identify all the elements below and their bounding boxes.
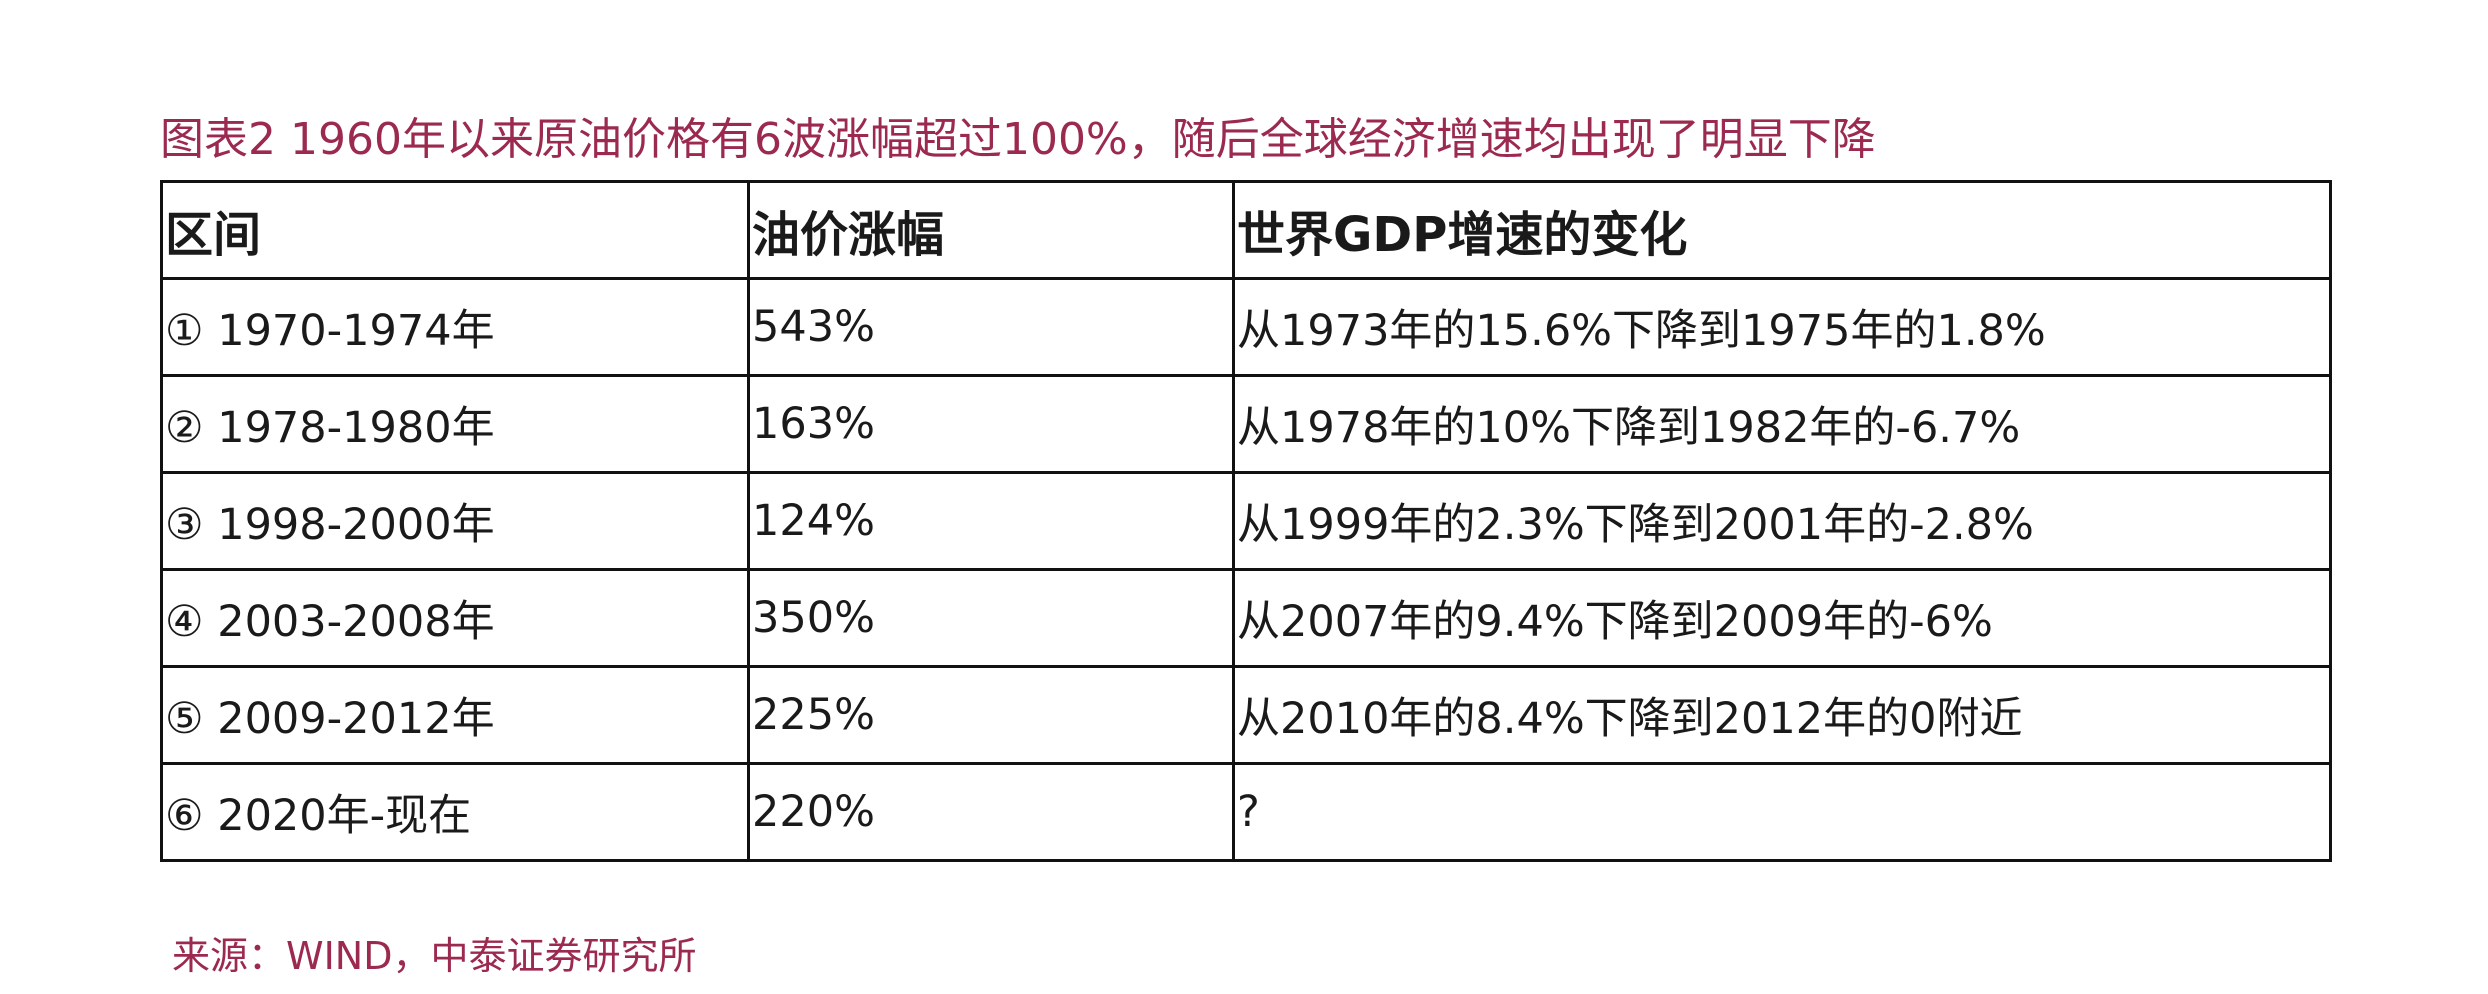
oil-price-gdp-table: 区间 油价涨幅 世界GDP增速的变化 ① 1970-1974年 543% 从19… xyxy=(160,180,2332,862)
cell-gdp-change: 从2010年的8.4%下降到2012年的0附近 xyxy=(1232,665,2332,765)
header-period: 区间 xyxy=(160,180,750,280)
table-row: ② 1978-1980年 163% 从1978年的10%下降到1982年的-6.… xyxy=(160,374,2332,474)
cell-period: ⑤ 2009-2012年 xyxy=(160,665,750,765)
cell-oil-price-increase: 220% xyxy=(747,762,1235,862)
cell-oil-price-increase: 163% xyxy=(747,374,1235,474)
cell-gdp-change: 从1973年的15.6%下降到1975年的1.8% xyxy=(1232,277,2332,377)
cell-gdp-change: 从1999年的2.3%下降到2001年的-2.8% xyxy=(1232,471,2332,571)
table-row: ① 1970-1974年 543% 从1973年的15.6%下降到1975年的1… xyxy=(160,277,2332,377)
cell-period: ② 1978-1980年 xyxy=(160,374,750,474)
cell-period: ① 1970-1974年 xyxy=(160,277,750,377)
cell-gdp-change: 从2007年的9.4%下降到2009年的-6% xyxy=(1232,568,2332,668)
header-oil-price-increase: 油价涨幅 xyxy=(747,180,1235,280)
table-row: ⑥ 2020年-现在 220% ? xyxy=(160,762,2332,862)
table-row: ④ 2003-2008年 350% 从2007年的9.4%下降到2009年的-6… xyxy=(160,568,2332,668)
header-gdp-growth-change: 世界GDP增速的变化 xyxy=(1232,180,2332,280)
source-note: 来源：WIND，中泰证券研究所 xyxy=(172,934,697,978)
cell-oil-price-increase: 543% xyxy=(747,277,1235,377)
cell-oil-price-increase: 350% xyxy=(747,568,1235,668)
cell-period: ③ 1998-2000年 xyxy=(160,471,750,571)
cell-period: ④ 2003-2008年 xyxy=(160,568,750,668)
figure-title: 图表2 1960年以来原油价格有6波涨幅超过100%，随后全球经济增速均出现了明… xyxy=(160,114,1876,165)
cell-period: ⑥ 2020年-现在 xyxy=(160,762,750,862)
cell-gdp-change: 从1978年的10%下降到1982年的-6.7% xyxy=(1232,374,2332,474)
table-header-row: 区间 油价涨幅 世界GDP增速的变化 xyxy=(160,180,2332,280)
table-row: ⑤ 2009-2012年 225% 从2010年的8.4%下降到2012年的0附… xyxy=(160,665,2332,765)
cell-gdp-change: ? xyxy=(1232,762,2332,862)
cell-oil-price-increase: 124% xyxy=(747,471,1235,571)
cell-oil-price-increase: 225% xyxy=(747,665,1235,765)
table-row: ③ 1998-2000年 124% 从1999年的2.3%下降到2001年的-2… xyxy=(160,471,2332,571)
